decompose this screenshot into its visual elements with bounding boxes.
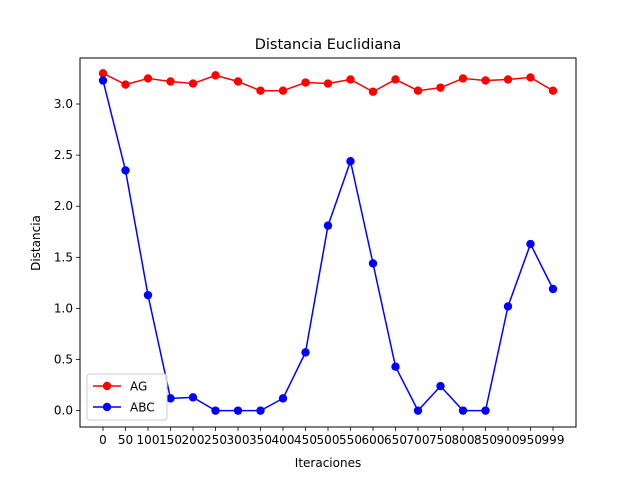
data-point-ag bbox=[98, 69, 108, 78]
data-point-abc bbox=[166, 394, 175, 403]
x-tick-label: 700 bbox=[407, 433, 430, 447]
legend-box bbox=[86, 373, 168, 421]
data-point-ag bbox=[503, 75, 513, 84]
data-point-abc bbox=[98, 76, 108, 85]
data-point-ag bbox=[166, 77, 175, 86]
x-tick-label: 750 bbox=[429, 433, 452, 447]
x-tick-label: 600 bbox=[362, 433, 385, 447]
legend-swatch-marker bbox=[102, 381, 112, 391]
data-point-ag bbox=[323, 79, 333, 88]
legend-label: AG bbox=[130, 380, 147, 394]
x-tick-label: 150 bbox=[159, 433, 182, 447]
x-tick-label: 200 bbox=[182, 433, 205, 447]
y-axis: 0.0 0.5 1.0 1.5 2.0 2.5 3.0 bbox=[54, 97, 80, 418]
x-axis-title: Iteraciones bbox=[295, 456, 361, 470]
data-point-ag bbox=[301, 78, 310, 87]
data-point-ag bbox=[188, 79, 198, 88]
y-tick-label: 2.0 bbox=[54, 199, 73, 213]
data-point-abc bbox=[436, 381, 445, 391]
chart-title: Distancia Euclidiana bbox=[255, 37, 402, 53]
data-point-ag bbox=[278, 86, 288, 95]
y-axis-title: Distancia bbox=[29, 215, 43, 271]
data-point-abc bbox=[548, 284, 558, 294]
x-tick-label: 250 bbox=[204, 433, 227, 447]
data-point-ag bbox=[346, 75, 355, 84]
data-point-abc bbox=[188, 393, 198, 402]
data-point-ag bbox=[391, 75, 400, 84]
data-point-ag bbox=[548, 86, 558, 95]
data-point-ag bbox=[368, 87, 378, 96]
x-tick-label: 50 bbox=[118, 433, 133, 447]
x-tick-label: 650 bbox=[384, 433, 407, 447]
data-point-ag bbox=[458, 74, 468, 83]
y-tick-label: 3.0 bbox=[54, 97, 73, 111]
y-tick-label: 0.0 bbox=[54, 404, 73, 418]
x-axis: 0 50 100 150 200 250 300 350 400 450 500 550 600 650 7… bbox=[99, 427, 564, 447]
data-point-abc bbox=[211, 406, 220, 415]
legend-label: ABC bbox=[130, 401, 155, 415]
data-point-ag bbox=[143, 74, 153, 83]
x-tick-label: 400 bbox=[272, 433, 295, 447]
data-point-abc bbox=[481, 406, 490, 415]
data-point-abc bbox=[143, 290, 153, 300]
x-tick-label: 500 bbox=[317, 433, 340, 447]
data-point-abc bbox=[368, 259, 378, 268]
legend-swatch-marker bbox=[102, 402, 112, 412]
data-point-ag bbox=[436, 83, 445, 92]
x-tick-label: 350 bbox=[249, 433, 272, 447]
data-point-ag bbox=[233, 77, 243, 86]
data-point-abc bbox=[503, 302, 513, 311]
data-point-abc bbox=[233, 406, 243, 415]
data-point-ag bbox=[481, 76, 490, 85]
data-point-abc bbox=[278, 394, 288, 403]
data-point-abc bbox=[391, 362, 400, 371]
series-layer bbox=[98, 69, 558, 415]
x-tick-label: 950 bbox=[519, 433, 542, 447]
data-point-abc bbox=[413, 406, 423, 415]
data-point-ag bbox=[526, 73, 535, 82]
legend: AG ABC bbox=[86, 373, 168, 421]
data-point-abc bbox=[256, 406, 265, 415]
data-point-abc bbox=[323, 221, 333, 230]
x-tick-label: 999 bbox=[542, 433, 565, 447]
x-tick-label: 900 bbox=[497, 433, 520, 447]
x-tick-label: 850 bbox=[474, 433, 497, 447]
data-point-ag bbox=[256, 86, 265, 95]
y-tick-label: 0.5 bbox=[54, 353, 73, 367]
x-tick-label: 0 bbox=[99, 433, 107, 447]
data-point-abc bbox=[346, 157, 355, 166]
data-point-ag bbox=[413, 86, 423, 95]
y-tick-label: 1.5 bbox=[54, 250, 73, 264]
x-tick-label: 550 bbox=[339, 433, 362, 447]
x-tick-label: 300 bbox=[227, 433, 250, 447]
data-point-abc bbox=[458, 406, 468, 415]
data-point-abc bbox=[121, 166, 130, 175]
x-tick-label: 100 bbox=[137, 433, 160, 447]
y-tick-label: 1.0 bbox=[54, 301, 73, 315]
data-point-ag bbox=[121, 80, 130, 89]
y-tick-label: 2.5 bbox=[54, 148, 73, 162]
x-tick-label: 450 bbox=[294, 433, 317, 447]
data-point-abc bbox=[526, 239, 535, 249]
data-point-ag bbox=[211, 71, 220, 80]
data-point-abc bbox=[301, 348, 310, 357]
x-tick-label: 800 bbox=[452, 433, 475, 447]
